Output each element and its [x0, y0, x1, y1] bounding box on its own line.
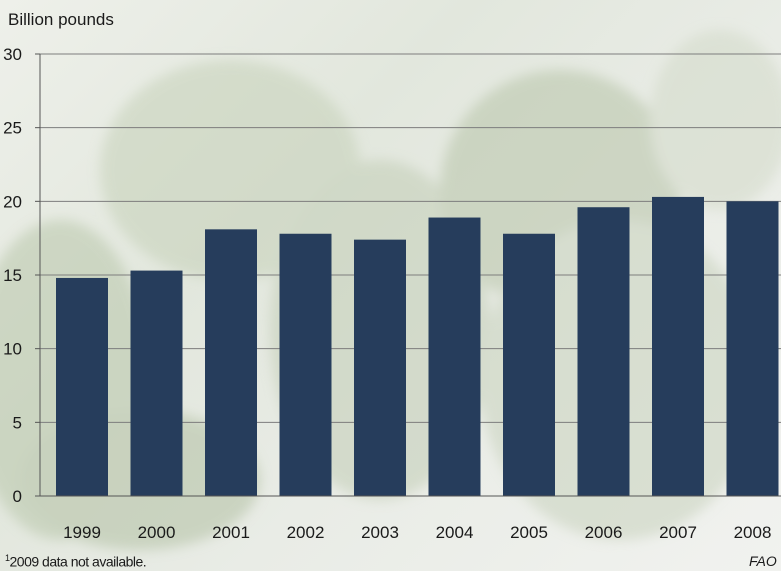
- y-axis-title: Billion pounds: [8, 10, 114, 29]
- bar-2000: [130, 270, 183, 496]
- x-tick-label: 2000: [138, 523, 176, 542]
- bar-2006: [577, 207, 630, 496]
- y-tick-label: 30: [3, 45, 22, 64]
- y-tick-label: 5: [13, 413, 22, 432]
- x-tick-label: 1999: [63, 523, 101, 542]
- y-tick-label: 20: [3, 192, 22, 211]
- y-tick-label: 10: [3, 340, 22, 359]
- bar-2001: [205, 229, 257, 496]
- x-tick-label: 2006: [585, 523, 623, 542]
- bar-2002: [279, 233, 332, 496]
- bar-2008: [726, 201, 779, 497]
- y-tick-label: 0: [13, 487, 22, 506]
- x-tick-label: 2001: [212, 523, 250, 542]
- x-tick-label: 2004: [436, 523, 474, 542]
- footnote: 12009 data not available.: [5, 553, 147, 570]
- bar-2005: [503, 233, 555, 496]
- footnote-text: 2009 data not available.: [9, 553, 147, 570]
- x-tick-label: 2005: [510, 523, 548, 542]
- y-tick-label: 15: [3, 266, 22, 285]
- x-tick-label: 2003: [361, 523, 399, 542]
- x-tick-label: 2002: [287, 523, 325, 542]
- y-tick-label: 25: [3, 119, 22, 138]
- bar-2004: [428, 217, 481, 497]
- bar-2007: [652, 196, 704, 496]
- bar-1999: [56, 277, 108, 496]
- bar-2003: [354, 239, 406, 496]
- x-tick-label: 2008: [734, 523, 772, 542]
- x-tick-label: 2007: [659, 523, 697, 542]
- footnote-marker: 1: [5, 553, 10, 563]
- source-label: FAO: [749, 553, 777, 569]
